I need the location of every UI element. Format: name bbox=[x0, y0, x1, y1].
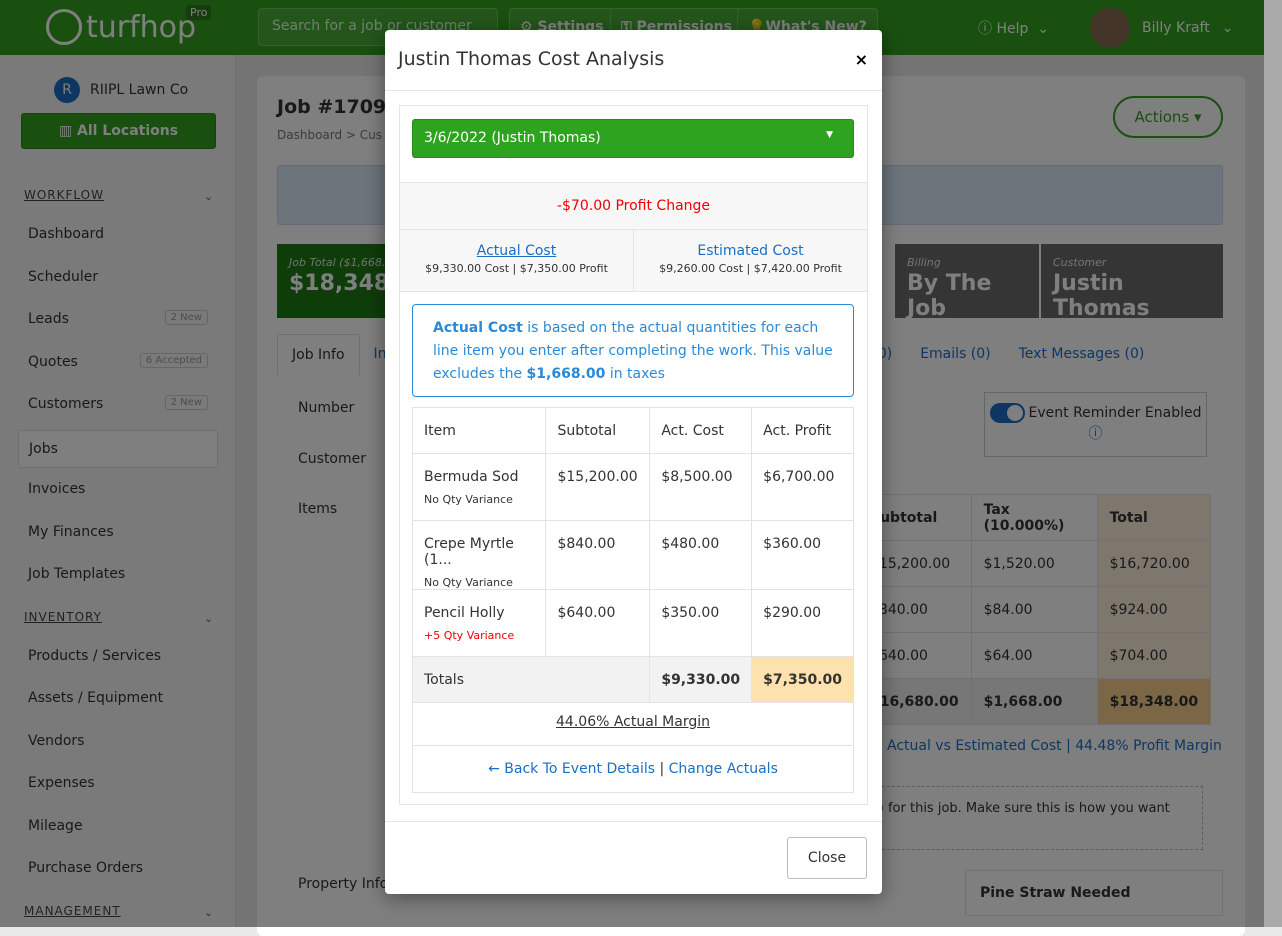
item-cell: Crepe Myrtle (1... No Qty Variance bbox=[411, 520, 547, 590]
close-button[interactable]: Close bbox=[787, 837, 867, 879]
table-header: Item Subtotal Act. Cost Act. Profit bbox=[411, 407, 854, 454]
caret-down-icon: ▼ bbox=[826, 130, 833, 140]
cell: $15,200.00 bbox=[545, 453, 651, 521]
tax-amount: $1,668.00 bbox=[526, 366, 606, 382]
item-cell: Bermuda Sod No Qty Variance bbox=[411, 453, 547, 521]
actual-summary: $9,330.00 Cost | $7,350.00 Profit bbox=[425, 262, 608, 275]
cell: $480.00 bbox=[649, 520, 753, 590]
info-bold: Actual Cost bbox=[433, 320, 523, 336]
item-name: Crepe Myrtle (1... bbox=[424, 536, 514, 568]
modal-body: 3/6/2022 (Justin Thomas) ▼ -$70.00 Profit… bbox=[399, 105, 868, 805]
header-cell: Item bbox=[411, 407, 547, 454]
variance: No Qty Variance bbox=[424, 576, 513, 589]
change-actuals-link[interactable]: Change Actuals bbox=[668, 761, 778, 777]
cell: $350.00 bbox=[649, 589, 753, 657]
back-to-event-link[interactable]: ← Back To Event Details bbox=[488, 761, 656, 777]
modal-footer bbox=[385, 821, 882, 822]
cell: $6,700.00 bbox=[751, 453, 854, 521]
actual-cost-info: Actual Cost is based on the actual quant… bbox=[412, 304, 854, 397]
actual-cost-tab[interactable]: Actual Cost bbox=[476, 243, 557, 259]
modal-title: Justin Thomas Cost Analysis bbox=[398, 48, 665, 70]
estimated-cost-col: Estimated Cost $9,260.00 Cost | $7,420.00… bbox=[633, 230, 867, 292]
item-cell: Pencil Holly +5 Qty Variance bbox=[411, 589, 547, 657]
close-icon[interactable]: × bbox=[854, 50, 868, 69]
estimated-cost-tab[interactable]: Estimated Cost bbox=[697, 243, 804, 259]
item-name: Bermuda Sod bbox=[424, 469, 519, 485]
actual-margin: 44.06% Actual Margin bbox=[412, 699, 854, 746]
event-select[interactable]: 3/6/2022 (Justin Thomas) ▼ bbox=[412, 119, 854, 158]
totals-label: Totals bbox=[411, 656, 651, 703]
cost-comparison: -$70.00 Profit Change Actual Cost $9,330.… bbox=[400, 182, 867, 292]
info-text: in taxes bbox=[605, 366, 665, 382]
estimated-summary: $9,260.00 Cost | $7,420.00 Profit bbox=[659, 262, 842, 275]
cell: $840.00 bbox=[545, 520, 651, 590]
profit-change: -$70.00 Profit Change bbox=[400, 183, 867, 230]
total-profit: $7,350.00 bbox=[751, 656, 854, 703]
cost-analysis-modal: Justin Thomas Cost Analysis × 3/6/2022 (J… bbox=[385, 30, 882, 894]
actuals-table: Item Subtotal Act. Cost Act. Profit Bermuda… bbox=[411, 407, 854, 703]
modal-header: Justin Thomas Cost Analysis × bbox=[385, 30, 882, 91]
table-row: Bermuda Sod No Qty Variance $15,200.00 $8,5… bbox=[411, 453, 854, 521]
item-name: Pencil Holly bbox=[424, 605, 505, 621]
header-cell: Act. Profit bbox=[751, 407, 854, 454]
cell: $360.00 bbox=[751, 520, 854, 590]
totals-row: Totals $9,330.00 $7,350.00 bbox=[411, 656, 854, 703]
info-text: is based on the actual quantities for ea… bbox=[433, 320, 833, 382]
cell: $640.00 bbox=[545, 589, 651, 657]
variance: +5 Qty Variance bbox=[424, 629, 515, 642]
separator: | bbox=[659, 761, 665, 777]
cell: $8,500.00 bbox=[649, 453, 753, 521]
scrollbar[interactable] bbox=[1264, 0, 1282, 927]
actual-cost-col: Actual Cost $9,330.00 Cost | $7,350.00 Pr… bbox=[400, 230, 633, 292]
header-cell: Subtotal bbox=[545, 407, 651, 454]
selected-event: 3/6/2022 (Justin Thomas) bbox=[424, 130, 601, 146]
variance: No Qty Variance bbox=[424, 493, 513, 506]
cell: $290.00 bbox=[751, 589, 854, 657]
table-row: Pencil Holly +5 Qty Variance $640.00 $350.0… bbox=[411, 589, 854, 657]
header-cell: Act. Cost bbox=[649, 407, 753, 454]
modal-links: ← Back To Event Details | Change Actuals bbox=[412, 746, 854, 793]
table-row: Crepe Myrtle (1... No Qty Variance $840.00… bbox=[411, 520, 854, 590]
total-cost: $9,330.00 bbox=[649, 656, 753, 703]
